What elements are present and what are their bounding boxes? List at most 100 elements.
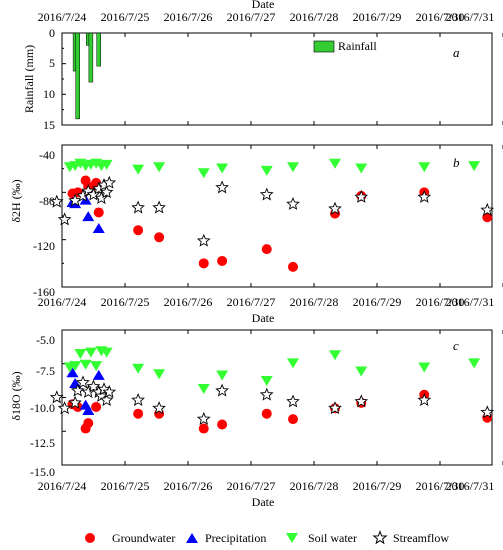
- panel-b-precipitation-point-3: [82, 211, 95, 222]
- panel-c-groundwater-point-4: [91, 401, 102, 412]
- panel-b-streamflow-point-1: [57, 212, 72, 226]
- panel-b-soil-water-point-9: [153, 162, 166, 173]
- top-date-tick-0: 2016/7/24: [38, 10, 87, 24]
- panel-b: -40 -80 -120 -160 δ2H (‰) b 2016/7/24 20…: [9, 144, 495, 325]
- panel-c-ylabel: δ18O (‰): [9, 371, 23, 420]
- panel-b-streamflow-point-14: [215, 180, 229, 194]
- legend-streamflow-marker: [372, 530, 388, 545]
- panel-b-soil-water-point-14: [329, 158, 341, 169]
- panel-b-streamflow-point-0: [49, 194, 64, 208]
- mid-date-tick-4: 2016/7/28: [290, 295, 339, 309]
- panel-c-streamflow-point-14: [196, 411, 211, 425]
- panel-c-soil-water-point-17: [468, 358, 481, 369]
- bottom-date-tick-5: 2016/7/29: [353, 479, 402, 493]
- panel-c-precipitation-point-4: [92, 369, 105, 380]
- panel-c-streamflow-point-4: [76, 375, 90, 389]
- mid-date-tick-3: 2016/7/27: [227, 295, 276, 309]
- panel-b-ytick-1: -80: [39, 194, 55, 208]
- panel-c-soil-water-point-15: [355, 366, 368, 377]
- panel-a-frame: [61, 32, 493, 126]
- panel-c-streamflow-point-12: [131, 393, 145, 407]
- panel-b-soil-water-point-10: [197, 168, 210, 179]
- legend-groundwater-marker: [85, 533, 95, 543]
- mid-date-tick-5: 2016/7/29: [353, 295, 402, 309]
- panel-c: -5.0 -7.5 -10.0 -12.5 -15.0 δ18O (‰) c 2…: [9, 329, 494, 509]
- panel-c-ytick-3: -12.5: [30, 436, 55, 450]
- panel-b-soil-water-point-7: [100, 159, 113, 170]
- panel-b-groundwater-point-8: [154, 232, 165, 243]
- panel-b-streamflow-point-13: [196, 233, 211, 247]
- panel-c-soil-water-point-16: [418, 362, 431, 373]
- panel-c-streamflow-point-10: [99, 393, 114, 407]
- panel-a-xlabel: Date: [252, 0, 275, 11]
- panel-c-soil-water-point-10: [197, 384, 210, 395]
- panel-b-soil-water-point-15: [355, 163, 368, 174]
- panel-c-soil-water-point-13: [287, 358, 299, 369]
- panel-c-soil-water-point-9: [153, 369, 166, 380]
- top-date-tick-2: 2016/7/26: [164, 10, 213, 24]
- rainfall-bar-3: [88, 32, 94, 83]
- panel-c-streamflow-point-2: [68, 395, 82, 409]
- panel-c-streamflow-point-6: [86, 379, 101, 393]
- bottom-date-tick-2: 2016/7/26: [164, 479, 213, 493]
- rainfall-bar-1: [75, 32, 80, 120]
- panel-a-ytick-2: 10: [43, 87, 55, 101]
- panel-b-groundwater-point-9: [198, 258, 209, 269]
- mid-date-tick-0: 2016/7/24: [38, 295, 87, 309]
- panel-c-streamflow-point-20: [417, 393, 432, 407]
- panel-b-groundwater-point-7: [133, 225, 144, 236]
- legend-soil-water-marker: [286, 533, 298, 543]
- panel-b-streamflow-point-12: [152, 200, 166, 214]
- panel-c-soil-water-point-12: [260, 375, 273, 386]
- panel-c-streamflow-point-16: [259, 387, 274, 401]
- panel-c-soil-water-point-14: [329, 350, 341, 361]
- top-date-tick-4: 2016/7/28: [290, 10, 339, 24]
- panel-b-soil-water-point-12: [260, 165, 273, 176]
- panel-a-ytick-1: 5: [49, 56, 55, 70]
- top-date-tick-1: 2016/7/25: [101, 10, 150, 24]
- panel-c-streamflow-point-18: [328, 401, 342, 415]
- panel-c-streamflow-point-3: [70, 383, 85, 397]
- panel-b-letter: b: [453, 155, 460, 170]
- panel-b-streamflow-point-18: [354, 189, 369, 203]
- panel-c-ytick-4: -15.0: [30, 465, 55, 479]
- panel-c-groundwater-point-8: [217, 419, 228, 430]
- top-date-tick-7: 2016/7/31: [446, 10, 495, 24]
- panel-c-streamflow-point-0: [49, 390, 64, 404]
- panel-b-streamflow-point-10: [102, 175, 117, 189]
- mid-date-tick-1: 2016/7/25: [101, 295, 150, 309]
- panel-c-ytick-0: -5.0: [36, 333, 55, 347]
- panel-b-streamflow-point-2: [68, 193, 82, 207]
- panel-b-ylabel: δ2H (‰): [9, 179, 23, 222]
- rainfall-legend-swatch: [313, 40, 335, 53]
- panel-b-streamflow-point-15: [259, 187, 274, 201]
- legend-groundwater-label: Groundwater: [112, 531, 175, 545]
- rainfall-legend-label: Rainfall: [338, 39, 377, 53]
- panel-c-groundwater-point-5: [133, 408, 144, 419]
- bottom-date-tick-4: 2016/7/28: [290, 479, 339, 493]
- panel-b-streamflow-point-17: [328, 201, 342, 215]
- top-date-tick-3: 2016/7/27: [227, 10, 276, 24]
- panel-b-soil-water-point-11: [216, 163, 229, 174]
- panel-b-ytick-0: -40: [39, 148, 55, 162]
- panel-c-soil-water-point-1: [69, 361, 82, 372]
- panel-c-precipitation-point-0: [66, 367, 79, 378]
- panel-b-xlabel: Date: [252, 311, 275, 325]
- panel-c-streamflow-point-13: [152, 401, 166, 415]
- panel-b-soil-water-point-16: [418, 162, 431, 173]
- panel-a-ytick-0: 0: [49, 26, 55, 40]
- panel-b-ytick-2: -120: [33, 239, 55, 253]
- panel-b-groundwater-point-10: [217, 255, 228, 266]
- bottom-date-tick-1: 2016/7/25: [101, 479, 150, 493]
- mid-date-tick-2: 2016/7/26: [164, 295, 213, 309]
- mid-date-tick-7: 2016/7/31: [446, 295, 495, 309]
- panel-c-soil-water-point-2: [74, 348, 87, 359]
- panel-c-groundwater-point-3: [83, 418, 94, 429]
- bottom-legend: Groundwater Precipitation Soil water Str…: [85, 530, 449, 545]
- panel-c-streamflow-point-21: [480, 405, 495, 419]
- panel-c-soil-water-point-3: [79, 359, 92, 370]
- panel-a-letter: a: [453, 45, 460, 60]
- panel-c-streamflow-point-1: [57, 401, 72, 415]
- panel-a-ylabel: Rainfall (mm): [22, 45, 36, 113]
- panel-c-groundwater-point-7: [198, 423, 209, 434]
